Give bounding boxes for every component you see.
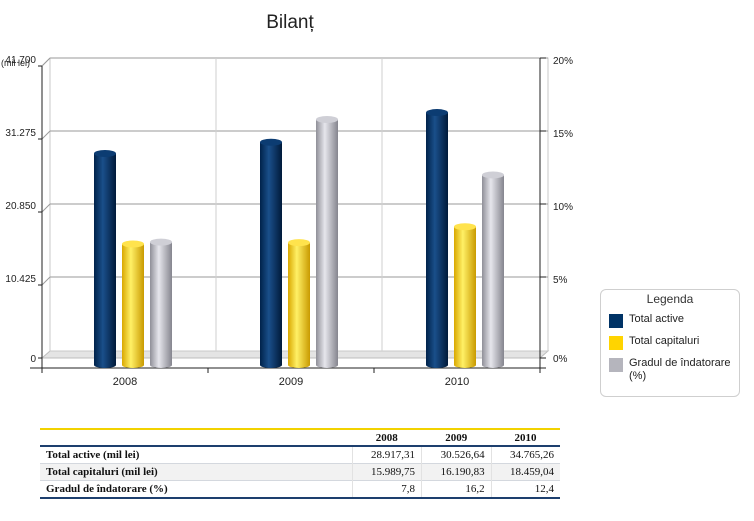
y-left-tick-label: 41.700 xyxy=(5,55,36,66)
table-cell: 12,4 xyxy=(490,480,560,498)
bar-2010-1 xyxy=(454,223,476,368)
y-left-tick-label: 20.850 xyxy=(5,201,36,212)
bar-cap xyxy=(454,223,476,231)
gridline-diagonal xyxy=(41,57,51,67)
legend-swatch-total-capitaluri xyxy=(609,336,623,350)
bar-2009-1 xyxy=(288,239,310,368)
gridline-diagonal xyxy=(41,203,51,213)
gridline-diagonal xyxy=(41,276,51,286)
y-left-tick-label: 31.275 xyxy=(5,128,36,139)
table-cell: 16,2 xyxy=(421,480,492,498)
table-cell: 7,8 xyxy=(351,480,422,498)
tick-labels: 0 10.425 20.850 31.275 41.700 0% 5% 10% 15% 20% 20… xyxy=(5,55,573,388)
bar-cap xyxy=(426,109,448,117)
table-header-empty xyxy=(40,429,352,446)
legend-item-total-active: Total active xyxy=(609,313,739,328)
y-left-tick-label: 10.425 xyxy=(5,274,36,285)
gridline-diagonal xyxy=(41,130,51,140)
y-right-tick-label: 0% xyxy=(553,354,568,365)
bar-base xyxy=(260,362,282,368)
legend-label-gradul-de-indatorare: Gradul de îndatorare (%) xyxy=(629,357,731,382)
legend-swatch-gradul-de-indatorare xyxy=(609,358,623,372)
bar-2008-0 xyxy=(94,150,116,368)
legend-item-total-capitaluri: Total capitaluri xyxy=(609,335,739,350)
bar-base xyxy=(426,362,448,368)
bar-cap xyxy=(316,115,338,123)
bar-cap xyxy=(94,150,116,158)
table-cell: 34.765,26 xyxy=(490,446,560,464)
axes xyxy=(30,57,546,373)
legend-label-total-active: Total active xyxy=(629,313,685,325)
y-left-tick-label: 0 xyxy=(30,354,36,365)
bar-body xyxy=(122,244,144,365)
x-tick-label: 2010 xyxy=(445,376,469,388)
chart-title: Bilanț xyxy=(266,12,314,33)
bar-base xyxy=(288,362,310,368)
x-tick-label: 2008 xyxy=(113,376,137,388)
table-header-2010: 2010 xyxy=(514,432,537,444)
legend-item-gradul-de-indatorare: Gradul de îndatorare (%) xyxy=(609,357,739,383)
y-left-unit-label: (mil lei) xyxy=(1,58,30,68)
data-table: 2008 2009 2010 Total active (mil lei) 28… xyxy=(40,428,560,499)
bar-2008-2 xyxy=(150,238,172,368)
bar-base xyxy=(122,362,144,368)
bar-2010-0 xyxy=(426,109,448,368)
y-right-tick-label: 15% xyxy=(553,129,573,140)
bar-body xyxy=(94,153,116,365)
bar-cap xyxy=(482,171,504,179)
table-header-row: 2008 2009 2010 xyxy=(40,429,560,446)
bar-base xyxy=(316,362,338,368)
bar-cap xyxy=(260,138,282,146)
table-row-label: Gradul de îndatorare (%) xyxy=(46,483,168,495)
table-cell: 15.989,75 xyxy=(351,463,422,481)
bar-2010-2 xyxy=(482,171,504,368)
legend: Legenda Total active Total capitaluri Gr… xyxy=(600,289,740,397)
table-cell: 18.459,04 xyxy=(490,463,560,481)
bar-body xyxy=(482,174,504,365)
bar-cap xyxy=(288,239,310,247)
table-cell: 30.526,64 xyxy=(421,446,492,464)
y-right-tick-label: 5% xyxy=(553,275,568,286)
y-right-tick-label: 10% xyxy=(553,202,573,213)
bar-body xyxy=(454,226,476,365)
legend-title: Legenda xyxy=(646,292,694,306)
table-row: Gradul de îndatorare (%) 7,8 16,2 12,4 xyxy=(40,480,560,498)
bar-base xyxy=(150,362,172,368)
bars xyxy=(94,109,504,368)
table-cell: 16.190,83 xyxy=(421,463,492,481)
bar-body xyxy=(150,242,172,365)
bar-body xyxy=(316,119,338,365)
bar-body xyxy=(426,112,448,365)
table-row: Total active (mil lei) 28.917,31 30.526,… xyxy=(40,446,560,464)
bar-cap xyxy=(150,238,172,246)
bar-2009-0 xyxy=(260,138,282,368)
table-row-label: Total active (mil lei) xyxy=(46,449,140,461)
legend-swatch-total-active xyxy=(609,314,623,328)
bar-2008-1 xyxy=(122,240,144,368)
table-header-2009: 2009 xyxy=(445,432,468,444)
bar-body xyxy=(288,242,310,365)
table-row: Total capitaluri (mil lei) 15.989,75 16.… xyxy=(40,463,560,481)
bar-base xyxy=(94,362,116,368)
table-cell: 28.917,31 xyxy=(351,446,422,464)
bar-base xyxy=(454,362,476,368)
bar-body xyxy=(260,142,282,365)
table-header-2008: 2008 xyxy=(375,432,398,444)
table-row-label: Total capitaluri (mil lei) xyxy=(46,466,158,478)
bar-base xyxy=(482,362,504,368)
legend-label-total-capitaluri: Total capitaluri xyxy=(629,335,700,347)
x-tick-label: 2009 xyxy=(279,376,303,388)
bar-cap xyxy=(122,240,144,248)
y-right-tick-label: 20% xyxy=(553,56,573,67)
bar-2009-2 xyxy=(316,115,338,368)
